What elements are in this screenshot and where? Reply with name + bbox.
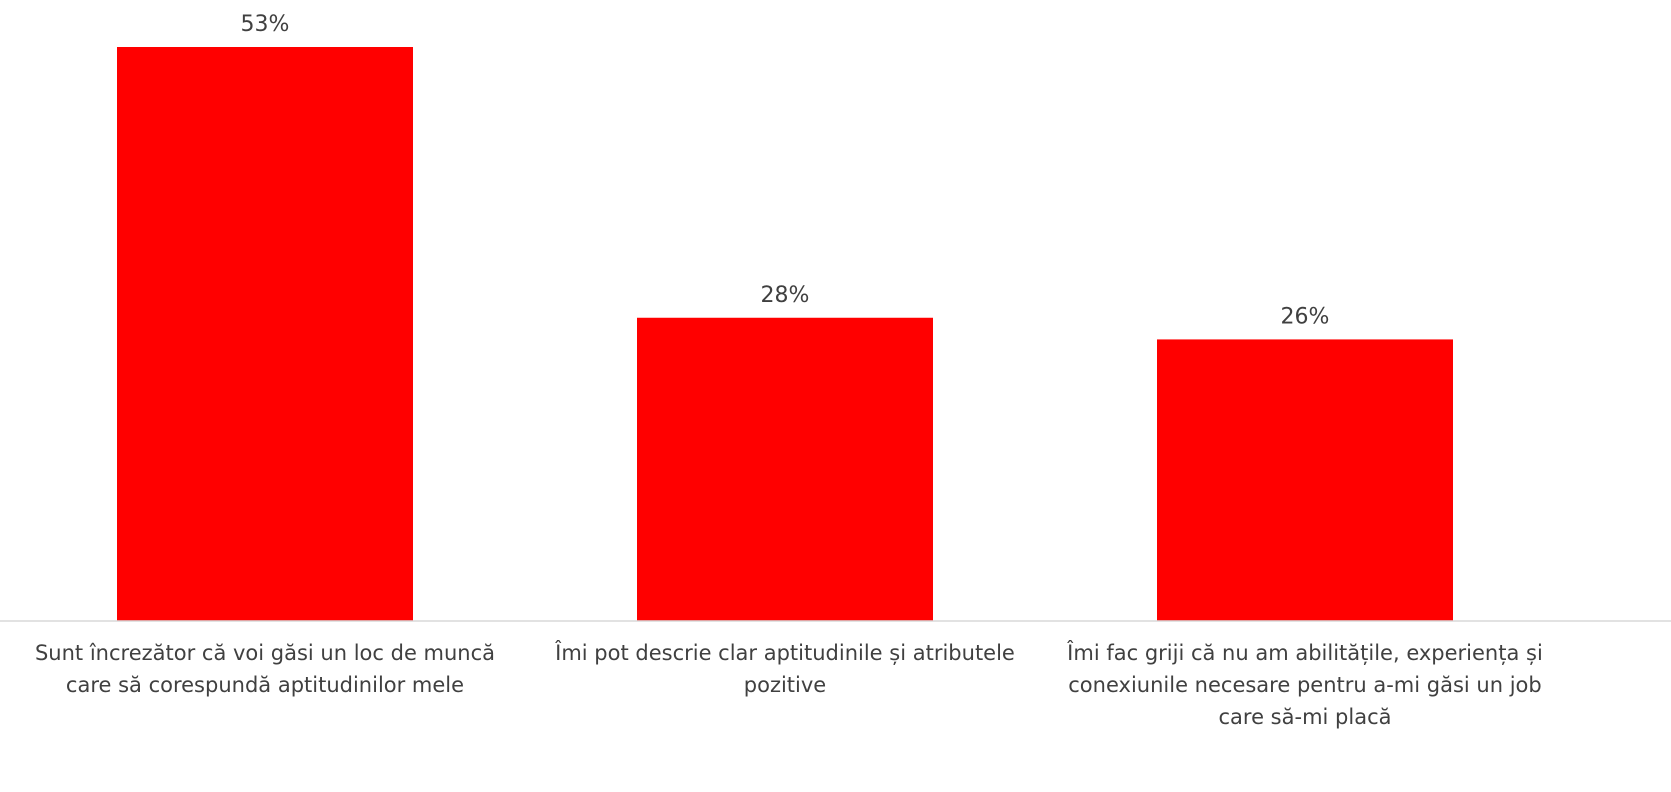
data-label-2: 28% (761, 283, 810, 308)
bar-2 (637, 317, 933, 621)
category-label-3: Îmi fac griji că nu am abilitățile, expe… (1067, 641, 1543, 729)
data-label-3: 26% (1281, 304, 1330, 329)
bar-1 (117, 47, 413, 621)
data-label-1: 53% (241, 12, 290, 37)
value-labels-group: 53% 28% 26% (241, 12, 1330, 329)
category-label-2: Îmi pot descrie clar aptitudinile și atr… (555, 641, 1015, 697)
bar-3 (1157, 339, 1453, 621)
bars-group (117, 47, 1453, 621)
category-label-1: Sunt încrezător că voi găsi un loc de mu… (34, 641, 496, 697)
